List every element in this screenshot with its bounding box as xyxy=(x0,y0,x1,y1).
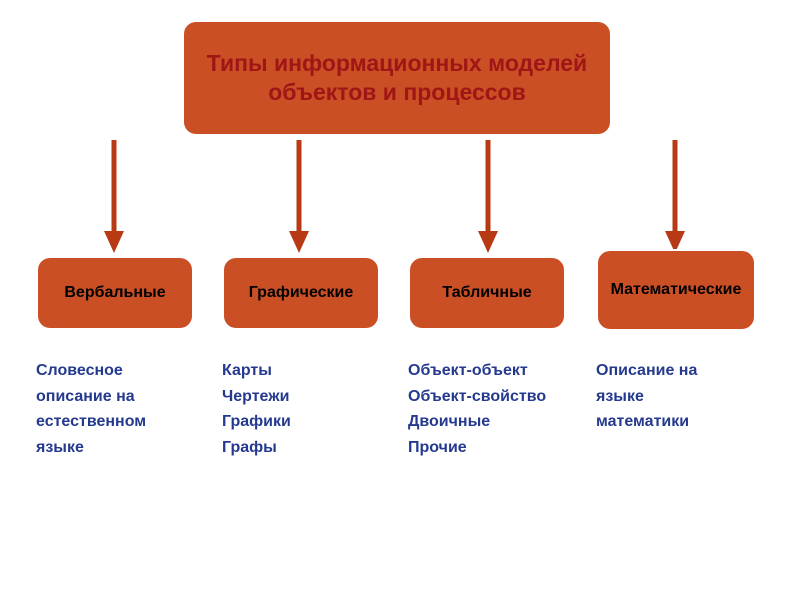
child-label: Математические xyxy=(611,280,742,299)
arrow-head xyxy=(104,231,124,253)
description-0: Словесноеописание наестественномязыке xyxy=(36,358,146,460)
child-node-2: Табличные xyxy=(408,256,566,330)
description-line: Объект-объект xyxy=(408,358,546,384)
description-line: языке xyxy=(36,435,146,461)
child-label: Графические xyxy=(249,283,354,302)
description-line: описание на xyxy=(36,384,146,410)
child-label: Табличные xyxy=(442,283,531,302)
arrow-2 xyxy=(476,140,500,253)
child-label: Вербальные xyxy=(64,283,165,302)
arrow-line xyxy=(486,140,491,233)
description-line: Объект-свойство xyxy=(408,384,546,410)
child-node-0: Вербальные xyxy=(36,256,194,330)
arrow-3 xyxy=(663,140,687,253)
description-line: математики xyxy=(596,409,697,435)
description-line: Графы xyxy=(222,435,291,461)
child-node-3: Математические xyxy=(596,249,756,331)
description-2: Объект-объектОбъект-свойствоДвоичныеПроч… xyxy=(408,358,546,460)
arrow-0 xyxy=(102,140,126,253)
arrow-line xyxy=(297,140,302,233)
arrow-line xyxy=(112,140,117,233)
description-1: КартыЧертежиГрафикиГрафы xyxy=(222,358,291,460)
description-line: Прочие xyxy=(408,435,546,461)
root-node: Типы информационных моделей объектов и п… xyxy=(182,20,612,136)
description-line: языке xyxy=(596,384,697,410)
arrow-head xyxy=(478,231,498,253)
description-line: естественном xyxy=(36,409,146,435)
description-line: Графики xyxy=(222,409,291,435)
description-line: Двоичные xyxy=(408,409,546,435)
arrow-1 xyxy=(287,140,311,253)
description-line: Чертежи xyxy=(222,384,291,410)
arrow-line xyxy=(673,140,678,233)
description-3: Описание наязыкематематики xyxy=(596,358,697,435)
arrow-head xyxy=(289,231,309,253)
description-line: Словесное xyxy=(36,358,146,384)
description-line: Описание на xyxy=(596,358,697,384)
description-line: Карты xyxy=(222,358,291,384)
root-label: Типы информационных моделей объектов и п… xyxy=(207,49,587,107)
child-node-1: Графические xyxy=(222,256,380,330)
